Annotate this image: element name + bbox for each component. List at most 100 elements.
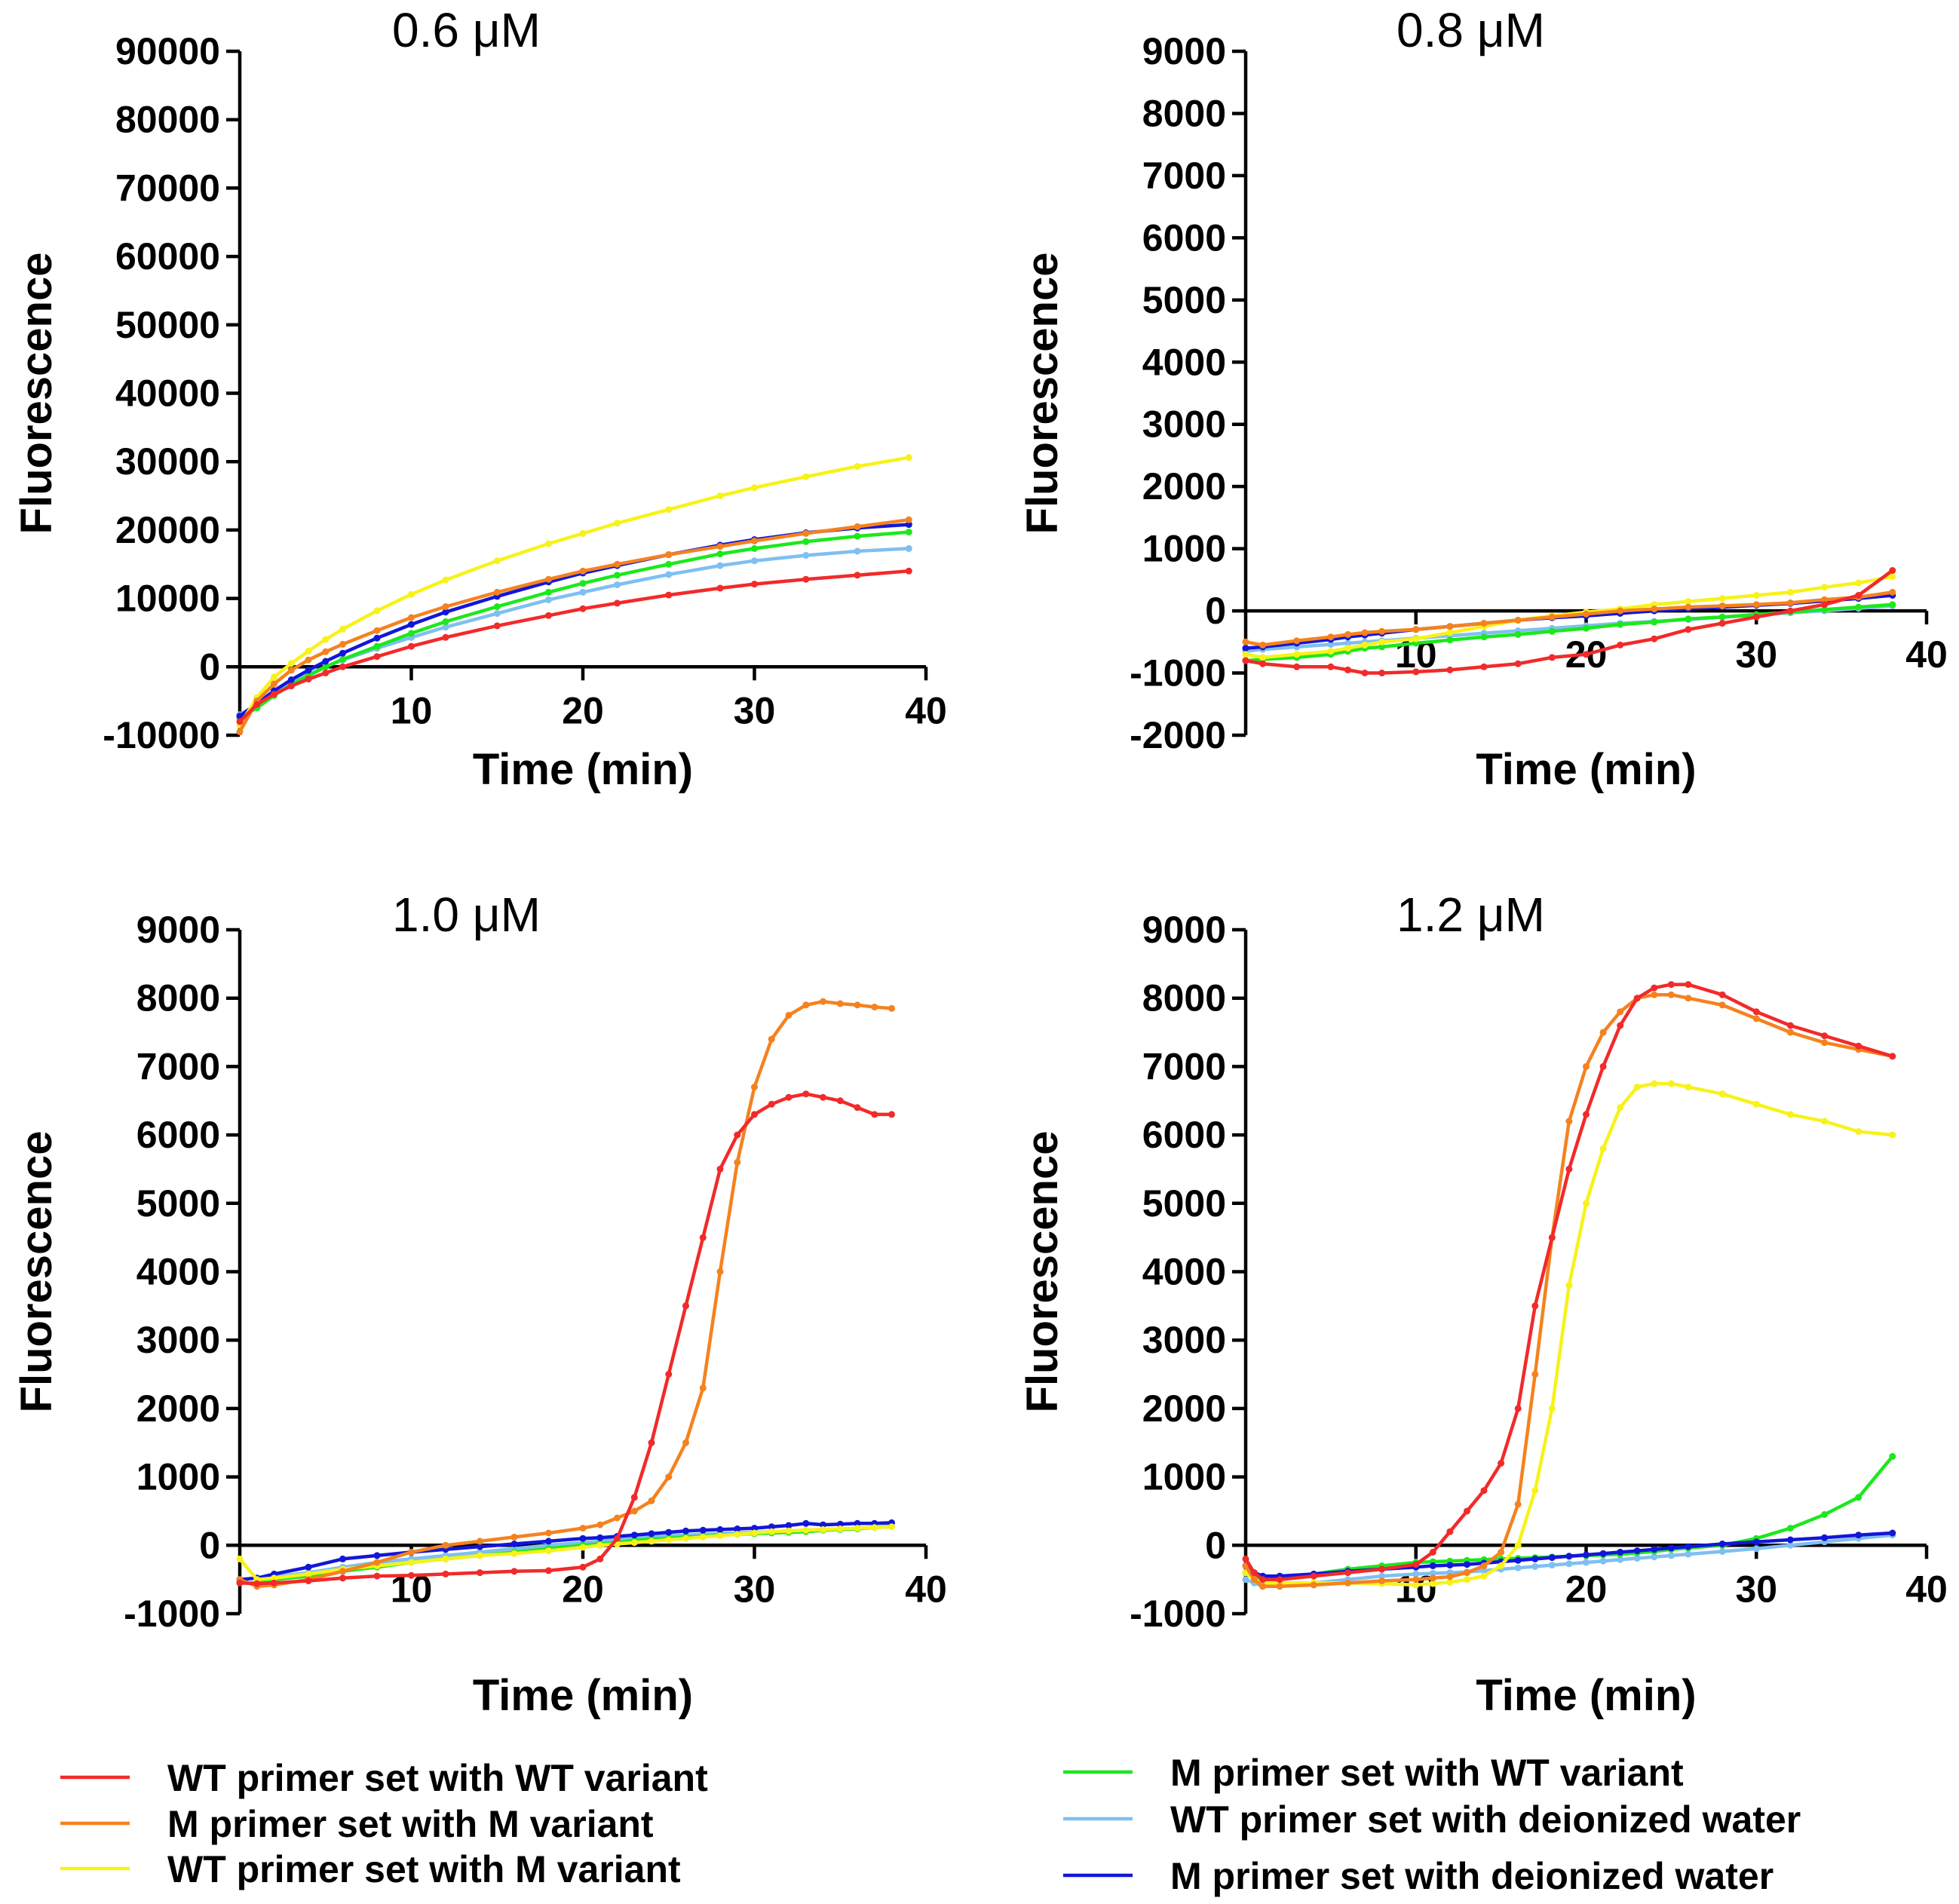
data-point: [339, 625, 346, 633]
data-point: [1889, 573, 1896, 581]
data-point: [716, 584, 724, 592]
data-point: [408, 614, 415, 621]
data-point: [905, 454, 912, 461]
data-point: [271, 691, 277, 698]
x-axis-title: Time (min): [473, 1671, 693, 1720]
data-point: [1412, 626, 1420, 633]
data-point: [545, 612, 552, 619]
data-point: [1464, 1507, 1470, 1515]
y-tick-label: 8000: [1142, 92, 1226, 134]
data-point: [1855, 1494, 1862, 1501]
data-point: [1685, 1550, 1692, 1558]
data-point: [305, 1577, 312, 1584]
data-point: [253, 701, 261, 708]
data-point: [1480, 1567, 1488, 1574]
y-tick-label: 50000: [115, 304, 220, 346]
x-tick-label: 20: [562, 689, 604, 731]
data-point: [442, 618, 449, 625]
data-point: [493, 603, 501, 610]
x-tick-label: 40: [905, 1568, 947, 1610]
y-axis-title: Fluorescence: [12, 1131, 61, 1413]
data-point: [493, 610, 501, 618]
data-point: [1752, 601, 1760, 609]
data-point: [785, 1522, 792, 1529]
panel-title: 0.6 μM: [392, 3, 541, 57]
y-tick-label: 7000: [136, 1045, 220, 1087]
data-point: [785, 1093, 792, 1101]
x-tick-label: 40: [1905, 633, 1948, 676]
data-point: [1548, 627, 1556, 635]
data-point: [1786, 1536, 1794, 1544]
data-point: [1685, 615, 1692, 623]
data-point: [905, 521, 912, 529]
y-tick-label: 30000: [115, 440, 220, 483]
data-point: [802, 1090, 810, 1098]
data-point: [1378, 1565, 1386, 1573]
data-point: [545, 1547, 552, 1555]
data-point: [442, 1570, 449, 1577]
data-point: [408, 630, 415, 637]
data-point: [1599, 1145, 1607, 1152]
data-point: [854, 1525, 861, 1532]
data-point: [408, 1559, 415, 1566]
data-point: [596, 1521, 604, 1528]
y-tick-label: 9000: [1142, 30, 1226, 72]
data-point: [1786, 1525, 1794, 1532]
legend-item-m-water: M primer set with deionized water: [1063, 1855, 1774, 1897]
data-point: [1276, 1583, 1283, 1590]
y-tick-label: 20000: [115, 509, 220, 551]
y-tick-label: -1000: [1130, 652, 1226, 694]
data-point: [630, 1494, 638, 1501]
data-point: [1361, 641, 1369, 648]
data-point: [665, 551, 673, 559]
y-axis-title: Fluorescence: [1018, 253, 1067, 535]
data-point: [1514, 630, 1522, 638]
data-point: [442, 609, 449, 616]
data-point: [545, 1538, 552, 1545]
panel-title: 0.8 μM: [1396, 3, 1545, 57]
data-point: [768, 1528, 775, 1535]
data-point: [579, 529, 587, 537]
data-point: [1548, 1234, 1556, 1241]
legend-label: M primer set with WT variant: [1170, 1752, 1684, 1794]
data-point: [614, 572, 621, 579]
data-point: [1651, 635, 1658, 642]
panel-1-0-uM: 1.0 μM -1000 0 1000 2000 3000 4000 5000 6000 7000…: [12, 888, 947, 1720]
y-tick-label: 4000: [136, 1251, 220, 1293]
legend-label: WT primer set with M variant: [167, 1848, 681, 1890]
legend-item-m-wt: M primer set with WT variant: [1063, 1752, 1684, 1794]
data-point: [1429, 1548, 1436, 1556]
data-point: [854, 1104, 861, 1111]
data-point: [1446, 629, 1454, 636]
y-tick-label: 1000: [1142, 528, 1226, 570]
data-point: [888, 1111, 895, 1118]
data-point: [373, 642, 381, 650]
data-point: [1531, 1302, 1539, 1310]
data-point: [408, 1548, 415, 1556]
data-point: [287, 682, 295, 690]
data-point: [1565, 1560, 1573, 1568]
data-point: [1293, 637, 1301, 645]
legend-label: M primer set with M variant: [167, 1803, 654, 1845]
data-point: [665, 591, 673, 599]
data-point: [1599, 1550, 1607, 1557]
data-point: [579, 588, 587, 596]
data-point: [751, 1084, 758, 1091]
data-point: [373, 653, 381, 661]
data-point: [287, 660, 295, 667]
data-point: [322, 648, 330, 655]
data-point: [1583, 1200, 1590, 1207]
data-point: [699, 1384, 707, 1392]
data-point: [1718, 1548, 1726, 1555]
y-tick-label: 1000: [136, 1456, 220, 1498]
x-tick-label: 30: [1735, 1568, 1777, 1610]
data-point: [579, 580, 587, 587]
data-point: [442, 633, 449, 641]
data-point: [287, 667, 295, 674]
data-point: [1480, 1562, 1488, 1569]
series-2: [236, 454, 912, 728]
data-point: [802, 1526, 810, 1534]
data-point: [1718, 620, 1726, 627]
legend: WT primer set with WT variant M primer s…: [60, 1752, 1801, 1897]
y-tick-label: 8000: [136, 977, 220, 1019]
